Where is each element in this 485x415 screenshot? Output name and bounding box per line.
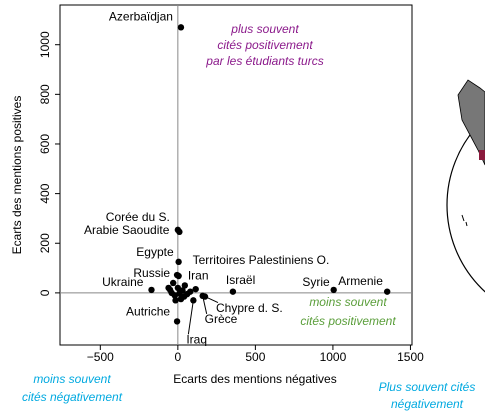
y-tick-label: 800 — [38, 84, 52, 104]
x-tick-label: 500 — [245, 350, 265, 364]
point-label: Armenie — [338, 274, 383, 288]
point-label: Azerbaïdjan — [109, 10, 173, 24]
point-label: Iraq — [186, 333, 207, 347]
annotation: négativement — [391, 397, 464, 411]
point — [177, 295, 185, 303]
point — [190, 297, 197, 304]
plot-frame — [59, 4, 413, 346]
y-axis-label: Ecarts des mentions positives — [10, 96, 24, 255]
point — [192, 285, 199, 293]
point-label: Egypte — [136, 245, 174, 259]
globe — [446, 79, 485, 293]
point-label: Arabie Saoudite — [84, 223, 170, 237]
point — [330, 286, 337, 294]
leader-line — [202, 295, 208, 314]
annotation: moins souvent — [309, 295, 387, 309]
annotation: Plus souvent cités — [379, 380, 476, 394]
point-label: Territoires Palestiniens O. — [193, 253, 330, 267]
y-tick-label: 0 — [38, 289, 52, 296]
x-tick-label: 1000 — [320, 350, 347, 364]
point-label: Corée du S. — [106, 210, 170, 224]
x-tick-label: −500 — [87, 350, 114, 364]
point-label: Israël — [226, 273, 255, 287]
point-label: Russie — [133, 266, 170, 280]
point — [383, 288, 391, 295]
leader-line — [204, 296, 219, 304]
y-tick-label: 400 — [38, 183, 52, 203]
annotation: cités négativement — [22, 390, 123, 404]
annotation: par les étudiants turcs — [205, 54, 323, 68]
y-tick-label: 600 — [38, 134, 52, 154]
point — [183, 290, 191, 298]
x-tick-label: 0 — [175, 350, 182, 364]
y-tick-label: 200 — [38, 233, 52, 253]
point-label: Chypre d. S. — [216, 301, 283, 315]
point — [179, 287, 186, 294]
point — [169, 279, 177, 287]
point — [229, 288, 237, 295]
point — [173, 318, 181, 325]
point-label: Ukraine — [102, 275, 144, 289]
y-tick-label: 1000 — [38, 31, 52, 58]
leader-line — [187, 300, 194, 335]
point — [173, 271, 181, 279]
point-label: Iran — [188, 269, 209, 283]
point-label: Autriche — [126, 305, 170, 319]
x-tick-label: 1500 — [397, 350, 424, 364]
annotation: plus souvent — [230, 22, 299, 36]
point — [176, 228, 183, 236]
point — [181, 282, 189, 289]
x-axis-label: Ecarts des mentions négatives — [173, 372, 336, 386]
point-label: Syrie — [302, 275, 330, 289]
annotation: cités positivement — [300, 314, 396, 328]
annotation: cités positivement — [217, 38, 313, 52]
point — [148, 286, 155, 294]
annotation: moins souvent — [33, 372, 111, 386]
point — [177, 24, 185, 31]
point — [172, 297, 179, 304]
point-label: Grèce — [205, 312, 238, 326]
point — [165, 284, 172, 292]
point — [175, 258, 182, 266]
